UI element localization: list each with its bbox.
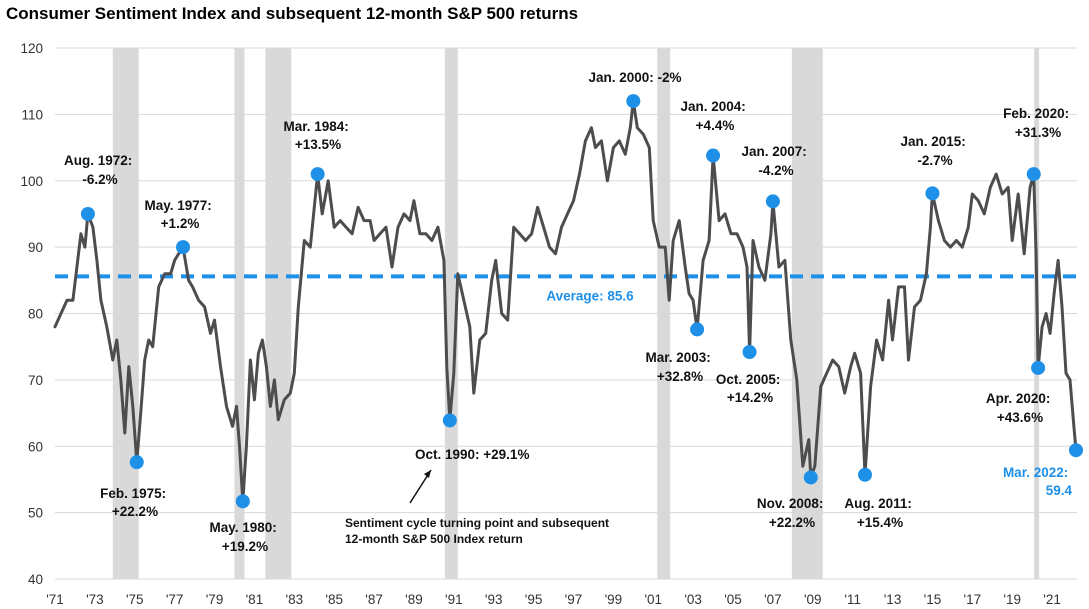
- average-label: Average: 85.6: [546, 288, 634, 303]
- x-tick-label: '87: [365, 592, 383, 607]
- sentiment-line: [53, 99, 1078, 503]
- turning-point-marker: [310, 167, 325, 182]
- x-tick-label: '01: [644, 592, 662, 607]
- turning-point-marker: [858, 467, 873, 482]
- x-tick-label: '93: [485, 592, 503, 607]
- x-tick-label: '97: [565, 592, 583, 607]
- turning-point-marker: [1026, 167, 1041, 182]
- label-jan-2000: Jan. 2000: -2%: [588, 70, 681, 85]
- turning-point-marker: [742, 344, 757, 359]
- y-axis-ticks: 40 50 60 70 80 90 100 110 120: [20, 41, 43, 587]
- label-apr-2020: Apr. 2020: +43.6%: [986, 391, 1054, 425]
- label-nov-2008: Nov. 2008: +22.2%: [757, 496, 827, 530]
- x-tick-label: '89: [405, 592, 423, 607]
- label-jan-2015: Jan. 2015: -2.7%: [900, 134, 969, 168]
- turning-point-marker: [626, 94, 641, 109]
- x-tick-label: '73: [86, 592, 104, 607]
- y-tick-label: 100: [20, 174, 43, 189]
- x-tick-label: '95: [525, 592, 543, 607]
- x-tick-label: '21: [1043, 592, 1061, 607]
- x-tick-label: '03: [684, 592, 702, 607]
- label-mar-2022: Mar. 2022: 59.4: [1003, 465, 1073, 498]
- series-line-group: [53, 99, 1078, 503]
- chart-title: Consumer Sentiment Index and subsequent …: [6, 4, 579, 23]
- x-tick-label: '15: [924, 592, 942, 607]
- turning-point-marker: [235, 494, 250, 509]
- x-tick-label: '83: [286, 592, 304, 607]
- label-mar-2003: Mar. 2003: +32.8%: [645, 350, 714, 384]
- turning-point-marker: [765, 194, 780, 209]
- label-feb-1975: Feb. 1975: +22.2%: [100, 486, 170, 519]
- x-tick-label: '09: [804, 592, 822, 607]
- y-tick-label: 90: [28, 240, 43, 255]
- x-tick-label: '07: [764, 592, 782, 607]
- turning-point-marker: [803, 470, 818, 485]
- average-line-group: Average: 85.6: [55, 274, 1077, 303]
- x-tick-label: '91: [445, 592, 463, 607]
- label-oct-2005: Oct. 2005: +14.2%: [716, 372, 784, 405]
- y-tick-label: 80: [28, 307, 43, 322]
- turning-point-marker: [1069, 443, 1084, 458]
- turning-point-marker: [129, 455, 144, 470]
- turning-point-marker: [1031, 360, 1046, 375]
- turning-point-marker: [925, 186, 940, 201]
- label-aug-1972: Aug. 1972: -6.2%: [64, 153, 136, 187]
- turning-point-marker: [176, 240, 191, 255]
- x-axis-ticks: '71 '73 '75 '77 '79 '81 '83 '85 '87 '89 '91 '93 '95 '…: [46, 592, 1061, 607]
- x-tick-label: '99: [605, 592, 623, 607]
- turning-point-marker: [706, 148, 721, 163]
- x-tick-label: '77: [166, 592, 184, 607]
- y-tick-label: 110: [21, 107, 43, 122]
- x-tick-label: '75: [126, 592, 144, 607]
- note-arrow-head-icon: [424, 470, 431, 478]
- turning-points: [80, 94, 1084, 509]
- label-may-1980: May. 1980: +19.2%: [209, 520, 280, 554]
- label-jan-2007: Jan. 2007: -4.2%: [741, 144, 810, 178]
- label-mar-1984: Mar. 1984: +13.5%: [283, 119, 352, 152]
- x-tick-label: '79: [206, 592, 224, 607]
- x-tick-label: '11: [844, 592, 861, 607]
- x-tick-label: '19: [1003, 592, 1021, 607]
- y-tick-label: 70: [28, 373, 43, 388]
- label-feb-2020: Feb. 2020: +31.3%: [1003, 106, 1073, 140]
- x-tick-label: '17: [964, 592, 982, 607]
- label-aug-2011: Aug. 2011: +15.4%: [844, 496, 915, 530]
- label-oct-1990: Oct. 1990: +29.1%: [415, 447, 529, 462]
- gridlines: [55, 47, 1077, 580]
- y-tick-label: 120: [20, 41, 43, 56]
- y-tick-label: 50: [28, 506, 43, 521]
- turning-point-marker: [80, 206, 95, 221]
- turning-point-marker: [690, 322, 705, 337]
- explanatory-note: Sentiment cycle turning point and subseq…: [345, 516, 612, 546]
- y-tick-label: 40: [28, 572, 43, 587]
- x-tick-label: '71: [46, 592, 64, 607]
- x-tick-label: '13: [884, 592, 902, 607]
- turning-point-marker: [442, 413, 457, 428]
- y-tick-label: 60: [28, 439, 43, 454]
- label-jan-2004: Jan. 2004: +4.4%: [680, 99, 749, 133]
- x-tick-label: '85: [325, 592, 343, 607]
- label-may-1977: May. 1977: +1.2%: [144, 198, 215, 231]
- x-tick-label: '81: [246, 592, 264, 607]
- x-tick-label: '05: [724, 592, 742, 607]
